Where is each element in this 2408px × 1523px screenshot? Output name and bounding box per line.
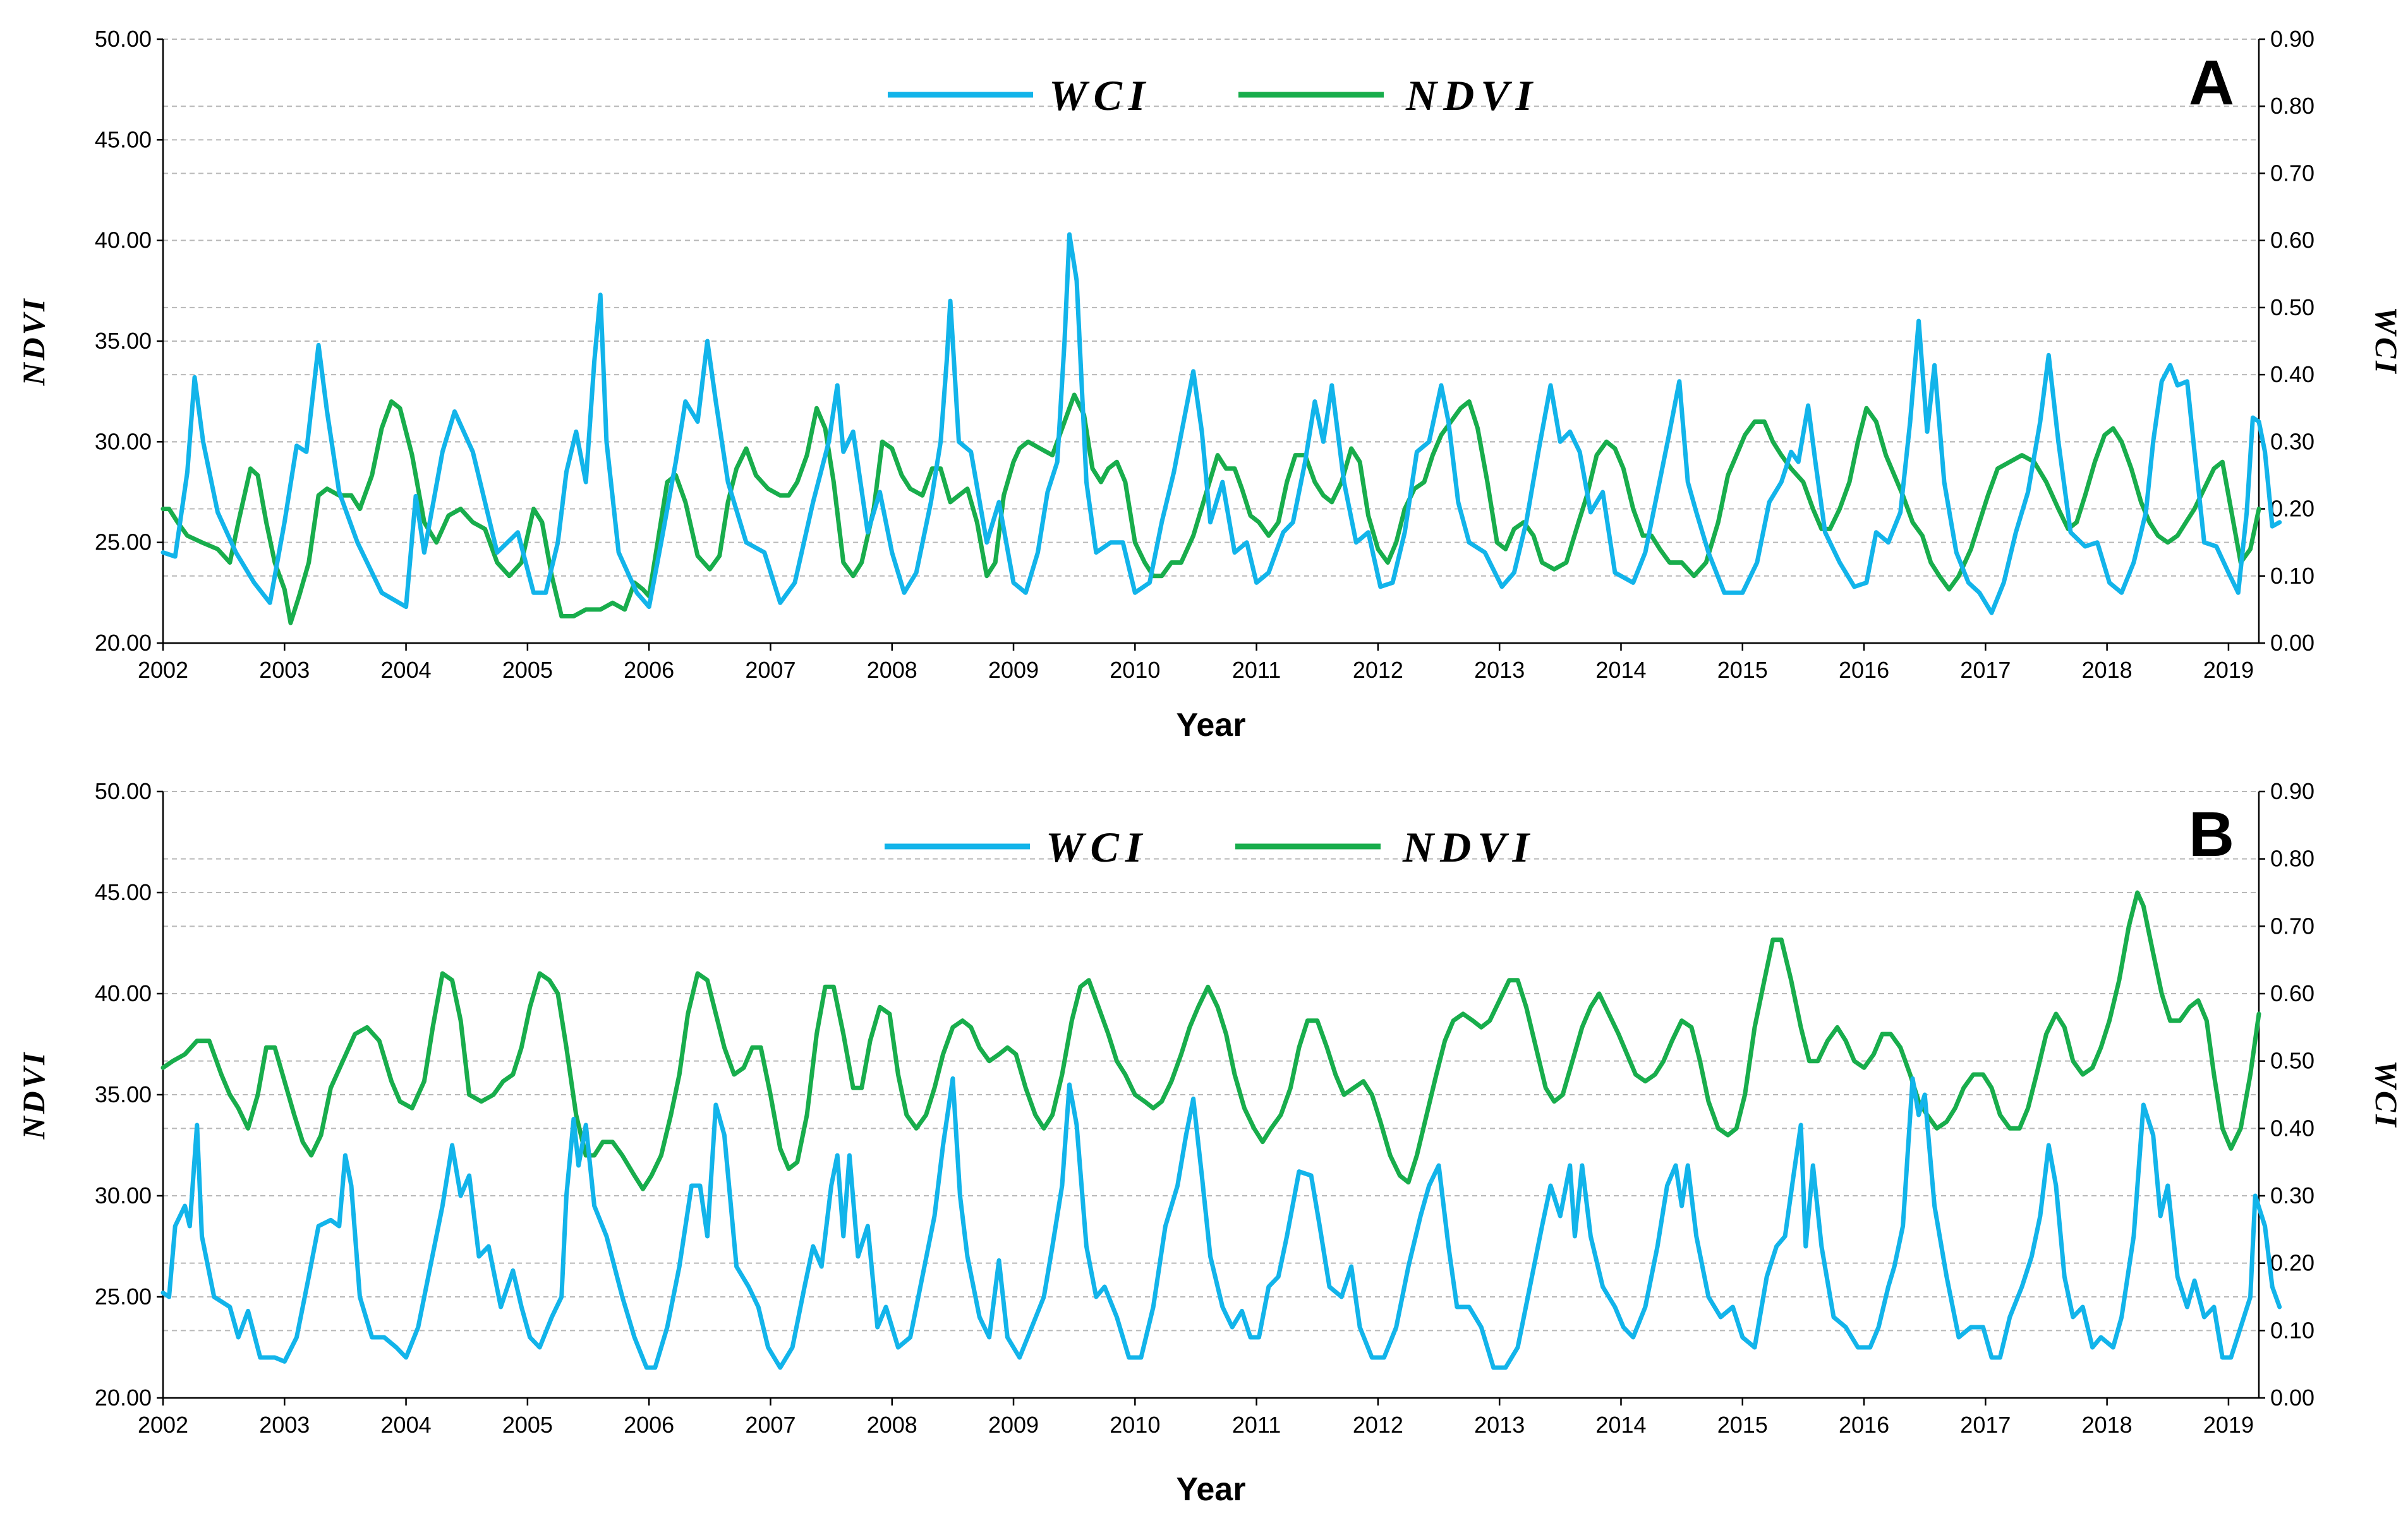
legend-label-ndvi: NDVI: [1402, 823, 1535, 871]
x-axis-title: Year: [1177, 1471, 1246, 1508]
y-left-tick-label: 40.00: [95, 980, 152, 1006]
x-tick-label: 2009: [988, 657, 1039, 683]
x-tick-label: 2012: [1353, 1412, 1403, 1438]
y-right-tick-label: 0.80: [2270, 93, 2314, 119]
x-tick-label: 2004: [381, 1412, 432, 1438]
y-left-tick-label: 20.00: [95, 1385, 152, 1411]
x-tick-label: 2019: [2203, 1412, 2254, 1438]
panel-a: 20.00 25.00 30.00 35.00 40.00 45.00 50.00 0.00 0…: [16, 26, 2404, 743]
y-left-tick-label: 25.00: [95, 529, 152, 555]
x-tick-label: 2008: [867, 657, 917, 683]
x-tick-label: 2005: [502, 657, 553, 683]
x-tick-label: 2015: [1717, 657, 1768, 683]
panel-b: 20.00 25.00 30.00 35.00 40.00 45.00 50.00 0.00 0…: [16, 778, 2404, 1508]
y-right-tick-label: 0.50: [2270, 294, 2314, 320]
x-tick-label: 2005: [502, 1412, 553, 1438]
x-tick-label: 2018: [2082, 657, 2133, 683]
y-left-tick-label: 30.00: [95, 1183, 152, 1208]
y-right-tick-label: 0.00: [2270, 630, 2314, 656]
y-right-tick-label: 0.40: [2270, 1115, 2314, 1141]
y-axis-right-title: WCI: [2369, 1060, 2404, 1129]
y-axis-left-title: NDVI: [16, 1050, 51, 1140]
y-right-tick-label: 0.20: [2270, 1250, 2314, 1276]
x-tick-label: 2016: [1839, 1412, 1889, 1438]
y-left-tick-label: 20.00: [95, 630, 152, 656]
legend-label-ndvi: NDVI: [1405, 71, 1539, 119]
y-left-tick-label: 30.00: [95, 428, 152, 454]
legend-label-wci: WCI: [1046, 823, 1148, 871]
x-tick-label: 2016: [1839, 657, 1889, 683]
y-left-tick-label: 40.00: [95, 227, 152, 253]
x-tick-label: 2018: [2082, 1412, 2133, 1438]
x-tick-label: 2007: [745, 657, 796, 683]
y-right-tick-label: 0.60: [2270, 227, 2314, 253]
legend-label-wci: WCI: [1049, 71, 1151, 119]
x-tick-label: 2011: [1232, 657, 1281, 683]
x-tick-label: 2017: [1960, 657, 2011, 683]
y-right-tick-label: 0.70: [2270, 913, 2314, 939]
x-tick-label: 2006: [624, 1412, 674, 1438]
x-tick-label: 2010: [1110, 1412, 1160, 1438]
y-left-tick-label: 35.00: [95, 1081, 152, 1107]
x-tick-label: 2013: [1474, 657, 1525, 683]
y-left-tick-label: 45.00: [95, 879, 152, 905]
y-left-tick-label: 35.00: [95, 328, 152, 354]
x-tick-label: 2013: [1474, 1412, 1525, 1438]
x-tick-label: 2006: [624, 657, 674, 683]
y-right-tick-label: 0.90: [2270, 778, 2314, 804]
y-left-tick-label: 45.00: [95, 126, 152, 152]
x-tick-label: 2019: [2203, 657, 2254, 683]
y-left-tick-label: 50.00: [95, 26, 152, 52]
x-axis-title: Year: [1177, 707, 1246, 743]
x-tick-label: 2011: [1232, 1412, 1281, 1438]
series-line-wci: [160, 232, 2282, 615]
x-tick-label: 2002: [138, 1412, 188, 1438]
y-left-tick-label: 50.00: [95, 778, 152, 804]
x-tick-label: 2014: [1595, 657, 1646, 683]
x-tick-label: 2007: [745, 1412, 796, 1438]
x-tick-label: 2002: [138, 657, 188, 683]
y-right-tick-label: 0.40: [2270, 361, 2314, 387]
series-line-wci: [160, 1076, 2282, 1370]
y-right-tick-label: 0.30: [2270, 428, 2314, 454]
y-right-tick-label: 0.20: [2270, 496, 2314, 522]
x-tick-label: 2017: [1960, 1412, 2011, 1438]
y-right-tick-label: 0.00: [2270, 1385, 2314, 1411]
x-tick-label: 2008: [867, 1412, 917, 1438]
y-right-tick-label: 0.10: [2270, 1317, 2314, 1343]
x-tick-label: 2012: [1353, 657, 1403, 683]
x-tick-label: 2010: [1110, 657, 1160, 683]
y-left-tick-label: 25.00: [95, 1284, 152, 1309]
y-right-tick-label: 0.30: [2270, 1183, 2314, 1208]
y-right-tick-label: 0.70: [2270, 160, 2314, 186]
panel-label: B: [2189, 799, 2234, 870]
x-tick-label: 2014: [1595, 1412, 1646, 1438]
y-right-tick-label: 0.60: [2270, 980, 2314, 1006]
y-right-tick-label: 0.90: [2270, 26, 2314, 52]
y-axis-right-title: WCI: [2369, 306, 2404, 375]
x-tick-label: 2015: [1717, 1412, 1768, 1438]
series-line-ndvi: [160, 392, 2261, 625]
x-tick-label: 2003: [259, 1412, 310, 1438]
panel-label: A: [2189, 47, 2234, 118]
x-tick-label: 2009: [988, 1412, 1039, 1438]
x-tick-label: 2003: [259, 657, 310, 683]
y-right-tick-label: 0.10: [2270, 563, 2314, 589]
y-axis-left-title: NDVI: [16, 296, 51, 386]
series-line-ndvi: [160, 890, 2261, 1191]
x-tick-label: 2004: [381, 657, 432, 683]
y-right-tick-label: 0.50: [2270, 1048, 2314, 1074]
y-right-tick-label: 0.80: [2270, 846, 2314, 872]
